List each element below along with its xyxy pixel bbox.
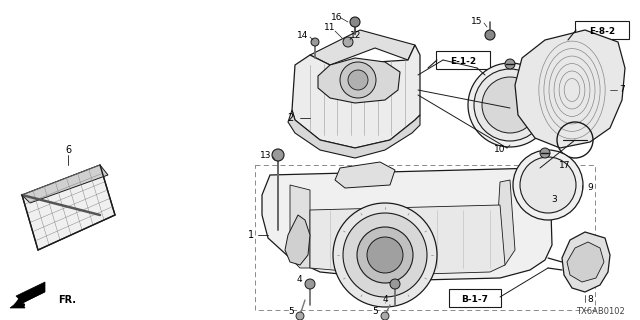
Polygon shape — [318, 58, 400, 103]
Polygon shape — [335, 162, 395, 188]
Circle shape — [357, 227, 413, 283]
Polygon shape — [10, 282, 45, 308]
Text: FR.: FR. — [58, 295, 76, 305]
Polygon shape — [288, 110, 420, 158]
Polygon shape — [292, 45, 420, 148]
Text: 8: 8 — [587, 295, 593, 305]
Text: 5: 5 — [372, 308, 378, 316]
Text: 7: 7 — [619, 85, 625, 94]
Circle shape — [485, 30, 495, 40]
Circle shape — [505, 59, 515, 69]
Polygon shape — [262, 168, 552, 280]
Circle shape — [513, 150, 583, 220]
Polygon shape — [310, 30, 415, 65]
Text: 17: 17 — [559, 161, 571, 170]
Circle shape — [350, 17, 360, 27]
Circle shape — [540, 148, 550, 158]
Circle shape — [333, 203, 437, 307]
Text: TX6AB0102: TX6AB0102 — [575, 308, 625, 316]
Text: 1: 1 — [248, 230, 254, 240]
Polygon shape — [495, 180, 515, 265]
Text: 4: 4 — [382, 295, 388, 305]
Circle shape — [482, 77, 538, 133]
Text: 12: 12 — [350, 31, 362, 41]
Circle shape — [468, 63, 552, 147]
Polygon shape — [310, 205, 505, 275]
Polygon shape — [285, 215, 310, 265]
Circle shape — [542, 202, 548, 208]
Text: 15: 15 — [470, 18, 482, 27]
Text: 9: 9 — [587, 183, 593, 193]
Text: 11: 11 — [324, 23, 336, 33]
Text: B-1-7: B-1-7 — [461, 294, 488, 303]
Circle shape — [348, 70, 368, 90]
Circle shape — [474, 69, 546, 141]
Circle shape — [390, 279, 400, 289]
Polygon shape — [562, 232, 610, 292]
Circle shape — [548, 163, 562, 177]
Circle shape — [539, 199, 551, 211]
Circle shape — [272, 149, 284, 161]
Text: 6: 6 — [65, 145, 71, 155]
Text: E-1-2: E-1-2 — [450, 57, 476, 66]
Circle shape — [340, 62, 376, 98]
Text: 14: 14 — [296, 31, 308, 41]
Circle shape — [296, 312, 304, 320]
Circle shape — [311, 38, 319, 46]
Polygon shape — [567, 242, 604, 282]
Text: E-8-2: E-8-2 — [589, 27, 615, 36]
Polygon shape — [290, 185, 310, 268]
Polygon shape — [515, 30, 625, 148]
Text: 4: 4 — [296, 276, 302, 284]
Text: 16: 16 — [332, 12, 343, 21]
Text: 13: 13 — [259, 150, 271, 159]
Circle shape — [343, 37, 353, 47]
Text: 5: 5 — [288, 308, 294, 316]
Circle shape — [367, 237, 403, 273]
Bar — [255, 165, 595, 310]
Text: 2: 2 — [288, 113, 294, 123]
Circle shape — [343, 213, 427, 297]
Circle shape — [520, 157, 576, 213]
Polygon shape — [22, 165, 108, 203]
Circle shape — [381, 312, 389, 320]
Text: 10: 10 — [494, 146, 506, 155]
Text: 3: 3 — [551, 196, 557, 204]
Circle shape — [305, 279, 315, 289]
Polygon shape — [22, 165, 115, 250]
